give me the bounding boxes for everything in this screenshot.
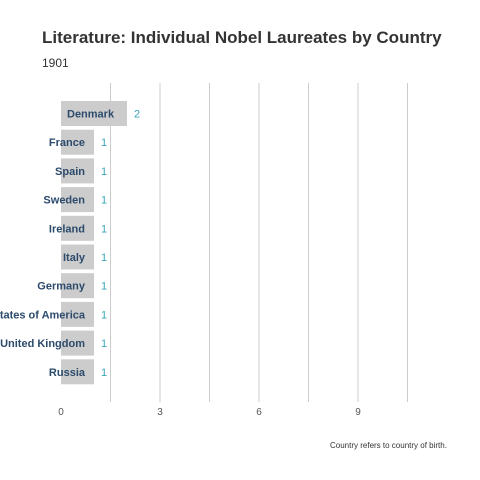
value-label: 1: [101, 338, 107, 350]
bar: [61, 101, 127, 126]
footnote: Country refers to country of birth.: [330, 441, 447, 450]
value-label: 1: [101, 252, 107, 264]
x-tick-label: 6: [256, 407, 262, 418]
category-label: United Kingdom: [0, 338, 85, 350]
category-label: Russia: [49, 367, 86, 379]
category-label: France: [49, 137, 85, 149]
chart-title: Literature: Individual Nobel Laureates b…: [42, 28, 442, 47]
x-tick-label: 9: [355, 407, 361, 418]
bar: [61, 359, 94, 385]
grid-lines: [110, 83, 408, 402]
value-label: 2: [134, 109, 140, 121]
bar: [61, 301, 94, 327]
category-label: Denmark: [67, 109, 115, 121]
bar: [61, 273, 94, 299]
bar: [61, 187, 94, 213]
bar: [61, 330, 94, 356]
value-label: 1: [101, 223, 107, 235]
chart-subtitle: 1901: [42, 56, 69, 70]
bar-labels: Denmark 2 France 1 Spain 1 Sweden 1 Ireland 1 Ital…: [0, 109, 140, 379]
value-label: 1: [101, 367, 107, 379]
x-tick-label: 0: [58, 407, 64, 418]
bar: [61, 244, 94, 270]
category-label: Italy: [63, 252, 86, 264]
category-label: Sweden: [43, 195, 85, 207]
category-label: Ireland: [49, 223, 85, 235]
x-axis-ticks: 0 3 6 9: [58, 407, 361, 418]
category-label: United States of America: [0, 309, 86, 321]
category-label: Germany: [37, 281, 86, 293]
bar: [61, 129, 94, 155]
value-label: 1: [101, 137, 107, 149]
value-label: 1: [101, 166, 107, 178]
bar: [61, 215, 94, 241]
x-tick-label: 3: [157, 407, 163, 418]
bars: [61, 101, 127, 385]
bar: [61, 158, 94, 184]
category-label: Spain: [55, 166, 85, 178]
value-label: 1: [101, 309, 107, 321]
value-label: 1: [101, 195, 107, 207]
value-label: 1: [101, 281, 107, 293]
